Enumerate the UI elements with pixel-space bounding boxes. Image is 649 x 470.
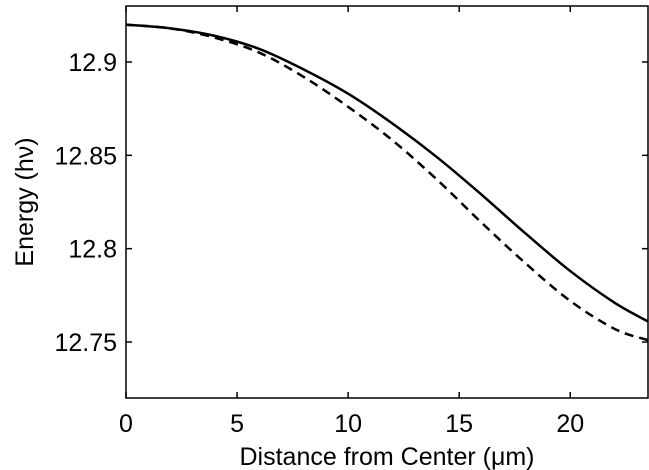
axis-ticks [125, 6, 648, 398]
tick-labels: 0 5 10 15 20 12.75 12.8 12.85 12.9 [54, 49, 584, 438]
x-tick-label: 0 [119, 410, 133, 438]
x-axis-label: Distance from Center (μm) [239, 443, 534, 470]
x-tick-label: 20 [556, 410, 584, 438]
solid-series-line [125, 23, 649, 323]
y-tick-label: 12.8 [68, 236, 117, 264]
x-tick-label: 10 [334, 410, 362, 438]
x-tick-label: 15 [445, 410, 473, 438]
dashed-series-line [125, 23, 649, 342]
y-tick-label: 12.9 [68, 49, 117, 77]
x-tick-label: 5 [230, 410, 244, 438]
y-tick-label: 12.85 [54, 142, 117, 170]
plot-area [125, 5, 649, 399]
y-axis-label: Energy (hν) [11, 137, 39, 266]
y-tick-label: 12.75 [54, 329, 117, 357]
series-layer [125, 23, 649, 342]
